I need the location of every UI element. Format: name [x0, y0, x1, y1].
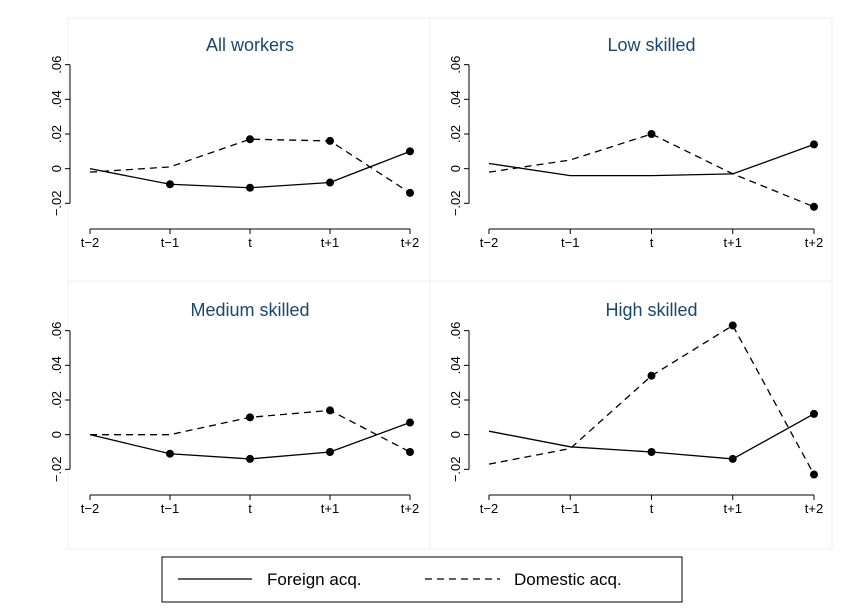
- marker-foreign: [246, 183, 254, 192]
- y-tick-label: 0: [49, 165, 64, 172]
- marker-domestic: [326, 406, 334, 415]
- marker-domestic: [647, 371, 656, 380]
- legend: Foreign acq. Domestic acq.: [161, 556, 683, 603]
- y-tick-label: .06: [49, 322, 64, 340]
- x-tick-label: t+2: [805, 235, 823, 250]
- chart-panel-4: High skilled −.02 0 .02 .04 .06 t−2 t−1 t t+1 t+2: [448, 300, 823, 516]
- y-tick-label: 0: [448, 431, 463, 438]
- chart-panel-2: Low skilled −.02 0 .02 .04 .06 t−2 t−1 t t+1 t+2: [448, 35, 823, 250]
- x-tick-label: t−2: [81, 235, 99, 250]
- x-tick-label: t: [650, 235, 654, 250]
- panels: All workers−.020.02.04.06t−2 t−1 t t+1 t+2Lo…: [49, 17, 833, 550]
- y-tick-label: .06: [448, 56, 463, 74]
- marker-foreign: [647, 448, 656, 456]
- y-tick-label: −.02: [448, 190, 463, 216]
- chart-panel-1: All workers −.02 0 .02 .04 .06 t−2 t−1 t t+1 t+2: [49, 35, 419, 250]
- marker-foreign: [166, 180, 174, 189]
- marker-foreign: [326, 448, 334, 456]
- legend-foreign-label: Foreign acq.: [267, 570, 362, 589]
- x-tick-label: t+1: [321, 235, 339, 250]
- y-tick-label: 0: [448, 165, 463, 172]
- x-tick-label: t−1: [561, 501, 579, 516]
- marker-foreign: [406, 418, 414, 427]
- x-tick-label: t+1: [724, 501, 742, 516]
- marker-foreign: [728, 454, 737, 463]
- x-tick-label: t: [248, 235, 252, 250]
- x-tick-label: t+1: [724, 235, 742, 250]
- marker-foreign: [810, 140, 818, 149]
- y-tick-label: .02: [49, 125, 64, 143]
- y-tick-label: .02: [448, 125, 463, 143]
- y-tick-label: 0: [49, 431, 64, 438]
- panel-frame: [67, 17, 833, 550]
- marker-domestic: [246, 413, 254, 422]
- marker-foreign: [406, 147, 414, 156]
- chart-title: All workers: [206, 35, 294, 55]
- x-tick-label: t+2: [401, 501, 419, 516]
- y-tick-label: −.02: [49, 456, 64, 482]
- y-tick-label: .04: [448, 356, 463, 374]
- x-tick-label: t−2: [480, 235, 498, 250]
- y-tick-label: −.02: [448, 456, 463, 482]
- y-tick-label: .04: [49, 356, 64, 374]
- x-tick-label: t+1: [321, 501, 339, 516]
- marker-foreign: [810, 409, 818, 418]
- marker-foreign: [166, 449, 174, 458]
- x-tick-label: t+2: [805, 501, 823, 516]
- marker-domestic: [326, 136, 334, 145]
- marker-foreign: [246, 454, 254, 463]
- chart-panel-3: Medium skilled −.02 0 .02 .04 .06 t−2 t−1 t t+1 t+…: [49, 300, 419, 516]
- x-tick-label: t−2: [480, 501, 498, 516]
- y-tick-label: −.02: [49, 190, 64, 216]
- x-tick-label: t−1: [161, 501, 179, 516]
- legend-domestic-label: Domestic acq.: [514, 570, 622, 589]
- marker-domestic: [810, 202, 818, 211]
- marker-domestic: [728, 321, 737, 330]
- series-line-foreign: [488, 143, 815, 177]
- x-tick-label: t: [650, 501, 654, 516]
- marker-foreign: [326, 178, 334, 187]
- x-tick-label: t: [248, 501, 252, 516]
- chart-title: Medium skilled: [190, 300, 309, 320]
- x-tick-label: t−1: [161, 235, 179, 250]
- y-tick-label: .04: [448, 90, 463, 108]
- marker-domestic: [647, 130, 656, 138]
- marker-domestic: [406, 188, 414, 197]
- marker-domestic: [406, 448, 414, 456]
- y-tick-label: .02: [49, 391, 64, 409]
- marker-domestic: [246, 135, 254, 144]
- series-line-domestic: [89, 138, 411, 194]
- series-line-domestic: [488, 133, 815, 208]
- y-tick-label: .06: [448, 322, 463, 340]
- series-line-foreign: [89, 421, 411, 460]
- x-tick-label: t−1: [561, 235, 579, 250]
- y-tick-label: .04: [49, 90, 64, 108]
- x-tick-label: t+2: [401, 235, 419, 250]
- x-tick-label: t−2: [81, 501, 99, 516]
- marker-domestic: [810, 470, 818, 479]
- chart-title: Low skilled: [607, 35, 695, 55]
- y-tick-label: .06: [49, 56, 64, 74]
- y-tick-label: .02: [448, 391, 463, 409]
- chart-title: High skilled: [605, 300, 697, 320]
